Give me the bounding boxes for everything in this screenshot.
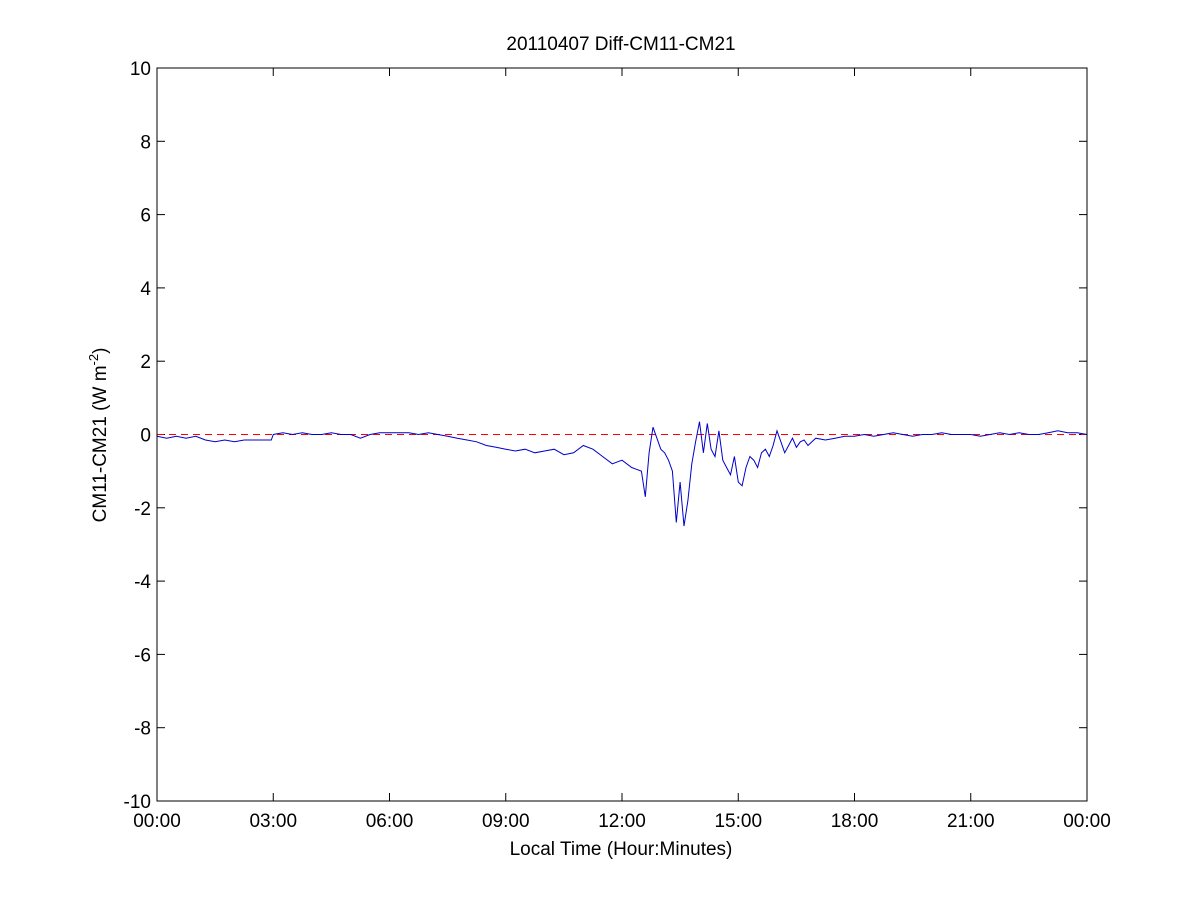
y-tick-label: 2 — [140, 352, 151, 373]
y-tick-label: -10 — [124, 792, 151, 813]
x-tick-label: 00:00 — [133, 811, 181, 832]
series-layer — [156, 421, 1088, 527]
y-tick-label: 4 — [140, 279, 151, 300]
x-axis-label: Local Time (Hour:Minutes) — [510, 839, 733, 860]
y-tick-label: 8 — [140, 132, 151, 153]
y-tick-label: -6 — [134, 645, 151, 666]
series-line-0 — [156, 421, 1088, 527]
y-tick-label: 6 — [140, 206, 151, 227]
y-tick-label: -2 — [134, 499, 151, 520]
x-axis-ticks: 00:00 03:00 06:00 09:00 12:00 15:00 18:00 21:00… — [133, 68, 1111, 832]
x-tick-label: 00:00 — [1063, 811, 1111, 832]
y-axis-label: CM11-CM21 (W m-2) — [86, 348, 111, 523]
chart-title: 20110407 Diff-CM11-CM21 — [506, 34, 735, 55]
y-axis-ticks: -10 -8 -6 -4 -2 0 2 4 6 8 10 — [124, 59, 1087, 813]
x-tick-label: 18:00 — [831, 811, 879, 832]
x-tick-label: 12:00 — [598, 811, 646, 832]
x-tick-label: 03:00 — [249, 811, 297, 832]
x-tick-label: 15:00 — [714, 811, 762, 832]
x-tick-label: 09:00 — [482, 811, 530, 832]
y-axis-label-main: CM11-CM21 (W m — [90, 365, 111, 522]
y-tick-label: -8 — [134, 719, 151, 740]
y-axis-label-superscript: -2 — [86, 354, 101, 366]
y-axis-label-close: ) — [90, 348, 111, 354]
x-tick-label: 06:00 — [366, 811, 414, 832]
y-tick-label: 10 — [130, 59, 151, 80]
x-tick-label: 21:00 — [947, 811, 995, 832]
y-tick-label: -4 — [134, 572, 151, 593]
plot-frame — [156, 67, 1088, 802]
y-tick-label: 0 — [140, 426, 151, 447]
